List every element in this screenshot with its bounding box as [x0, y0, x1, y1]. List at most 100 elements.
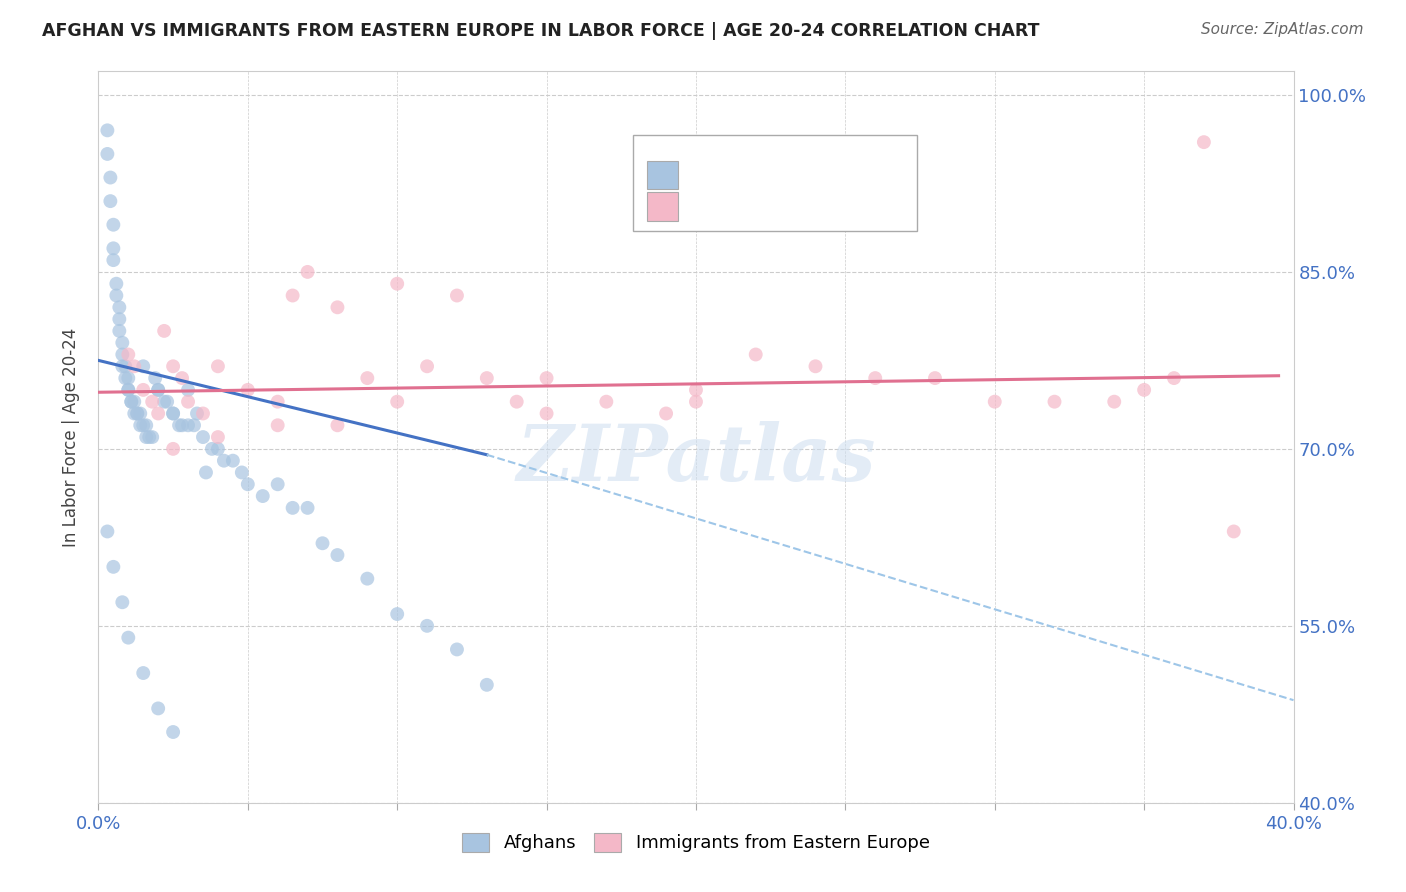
Text: 0.044: 0.044	[733, 198, 789, 216]
Point	[162, 359, 184, 374]
Point	[148, 383, 170, 397]
Point	[1192, 135, 1215, 149]
Point	[281, 288, 304, 302]
Text: ZIPatlas: ZIPatlas	[516, 421, 876, 497]
Point	[111, 335, 134, 350]
Point	[132, 383, 155, 397]
Point	[297, 500, 319, 515]
Point	[127, 407, 149, 421]
Point	[924, 371, 946, 385]
Point	[98, 170, 122, 185]
Point	[114, 371, 136, 385]
Point	[804, 359, 827, 374]
Point	[117, 347, 139, 361]
Point	[177, 383, 200, 397]
Point	[162, 725, 184, 739]
Point	[385, 607, 409, 621]
Text: AFGHAN VS IMMIGRANTS FROM EASTERN EUROPE IN LABOR FORCE | AGE 20-24 CORRELATION : AFGHAN VS IMMIGRANTS FROM EASTERN EUROPE…	[42, 22, 1039, 40]
Text: 73: 73	[832, 166, 858, 184]
Point	[984, 394, 1007, 409]
Point	[124, 394, 146, 409]
Point	[129, 418, 152, 433]
Point	[745, 347, 768, 361]
Point	[177, 394, 200, 409]
Point	[231, 466, 253, 480]
Point	[167, 418, 190, 433]
Point	[281, 500, 304, 515]
Point	[103, 218, 125, 232]
Point	[865, 371, 887, 385]
Point	[446, 288, 468, 302]
Point	[385, 394, 409, 409]
Point	[311, 536, 333, 550]
Point	[1133, 383, 1156, 397]
Text: Source: ZipAtlas.com: Source: ZipAtlas.com	[1201, 22, 1364, 37]
Point	[98, 194, 122, 208]
Point	[117, 631, 139, 645]
Point	[267, 477, 290, 491]
Text: R =: R =	[690, 166, 728, 184]
Point	[117, 383, 139, 397]
Point	[186, 407, 208, 421]
Point	[153, 324, 176, 338]
Point	[148, 701, 170, 715]
Point	[177, 418, 200, 433]
Text: -0.179: -0.179	[733, 166, 796, 184]
Point	[685, 394, 707, 409]
Point	[191, 430, 214, 444]
Point	[236, 383, 259, 397]
Point	[108, 312, 131, 326]
Point	[148, 407, 170, 421]
Point	[103, 241, 125, 255]
Point	[297, 265, 319, 279]
Point	[103, 559, 125, 574]
Point	[267, 394, 290, 409]
Point	[105, 277, 128, 291]
Point	[96, 123, 118, 137]
Point	[96, 147, 118, 161]
Point	[141, 394, 163, 409]
Point	[129, 407, 152, 421]
Point	[1043, 394, 1066, 409]
Legend: Afghans, Immigrants from Eastern Europe: Afghans, Immigrants from Eastern Europe	[456, 826, 936, 860]
Point	[132, 359, 155, 374]
Point	[356, 572, 378, 586]
Point	[114, 359, 136, 374]
Point	[124, 359, 146, 374]
Point	[96, 524, 118, 539]
Point	[201, 442, 224, 456]
Point	[416, 619, 439, 633]
Point	[162, 407, 184, 421]
Point	[162, 442, 184, 456]
Point	[222, 453, 245, 467]
Point	[207, 359, 229, 374]
Point	[416, 359, 439, 374]
Point	[132, 666, 155, 681]
Point	[536, 407, 558, 421]
Point	[138, 430, 160, 444]
Point	[685, 383, 707, 397]
Point	[475, 678, 498, 692]
Y-axis label: In Labor Force | Age 20-24: In Labor Force | Age 20-24	[62, 327, 80, 547]
Point	[120, 394, 142, 409]
Point	[117, 383, 139, 397]
Point	[207, 442, 229, 456]
Point	[127, 407, 149, 421]
Point	[536, 371, 558, 385]
Point	[111, 359, 134, 374]
Point	[1104, 394, 1126, 409]
Point	[1163, 371, 1185, 385]
Point	[356, 371, 378, 385]
Point	[207, 430, 229, 444]
Point	[1223, 524, 1246, 539]
Text: 44: 44	[832, 198, 858, 216]
Point	[111, 347, 134, 361]
Point	[236, 477, 259, 491]
Text: R =: R =	[690, 198, 728, 216]
Point	[506, 394, 529, 409]
Point	[191, 407, 214, 421]
Point	[446, 642, 468, 657]
Point	[135, 418, 157, 433]
Text: N =: N =	[796, 166, 846, 184]
Point	[172, 418, 194, 433]
